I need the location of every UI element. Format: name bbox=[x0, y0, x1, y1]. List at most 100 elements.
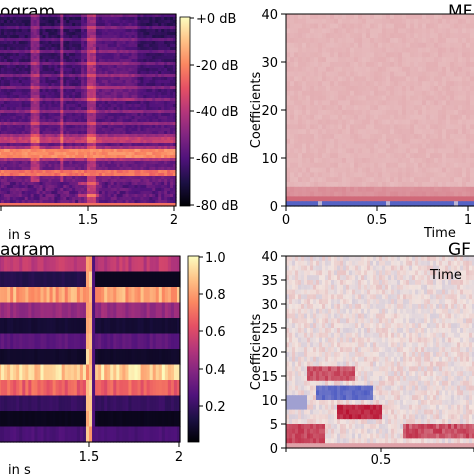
heatmap-cell bbox=[9, 65, 14, 69]
heatmap-cell bbox=[81, 134, 85, 138]
heatmap-cell bbox=[89, 158, 94, 162]
heatmap-cell bbox=[140, 14, 144, 18]
heatmap-cell bbox=[113, 71, 118, 75]
heatmap-cell bbox=[164, 137, 168, 141]
heatmap-cell bbox=[104, 110, 109, 114]
heatmap-cell bbox=[36, 134, 41, 138]
heatmap-cell bbox=[98, 119, 103, 123]
heatmap-cell bbox=[63, 185, 67, 189]
heatmap-cell bbox=[48, 41, 52, 45]
heatmap-cell bbox=[9, 131, 14, 135]
heatmap-cell bbox=[298, 33, 303, 39]
heatmap-cell bbox=[338, 52, 343, 58]
heatmap-cell bbox=[122, 161, 127, 165]
heatmap-cell bbox=[314, 100, 319, 106]
heatmap-cell bbox=[149, 77, 153, 81]
heatmap-cell bbox=[72, 80, 76, 84]
heatmap-cell bbox=[15, 113, 20, 117]
heatmap-cell bbox=[466, 119, 471, 125]
heatmap-cell bbox=[125, 119, 130, 123]
heatmap-cell bbox=[36, 74, 41, 78]
heatmap-cell bbox=[45, 152, 50, 156]
heatmap-cell bbox=[3, 176, 8, 180]
heatmap-cell bbox=[146, 158, 150, 162]
heatmap-cell bbox=[98, 134, 103, 138]
heatmap-cell bbox=[30, 77, 35, 81]
heatmap-cell bbox=[3, 137, 8, 141]
heatmap-cell bbox=[39, 23, 44, 27]
heatmap-cell bbox=[140, 53, 144, 57]
heatmap-cell bbox=[36, 89, 41, 93]
heatmap-cell bbox=[170, 35, 174, 39]
heatmap-cell bbox=[33, 65, 38, 69]
heatmap-cell bbox=[104, 56, 109, 60]
heatmap-cell bbox=[15, 185, 20, 189]
heatmap-cell bbox=[84, 59, 88, 63]
heatmap-cell bbox=[158, 119, 162, 123]
heatmap-cell bbox=[54, 35, 58, 39]
heatmap-cell bbox=[39, 44, 44, 48]
heatmap-cell bbox=[101, 173, 106, 177]
heatmap-cell bbox=[81, 20, 85, 24]
heatmap-cell bbox=[119, 140, 124, 144]
heatmap-cell bbox=[15, 176, 20, 180]
heatmap-cell bbox=[92, 50, 97, 54]
heatmap-cell bbox=[119, 161, 124, 165]
heatmap-cell bbox=[78, 200, 82, 204]
heatmap-cell bbox=[33, 98, 38, 102]
heatmap-cell bbox=[9, 14, 14, 18]
heatmap-cell bbox=[125, 173, 130, 177]
heatmap-cell bbox=[122, 92, 127, 96]
heatmap-cell bbox=[134, 89, 139, 93]
heatmap-cell bbox=[161, 185, 165, 189]
heatmap-cell bbox=[45, 104, 50, 108]
heatmap-cell bbox=[6, 173, 11, 177]
heatmap-cell bbox=[161, 101, 165, 105]
heatmap-cell bbox=[131, 164, 136, 168]
heatmap-cell bbox=[3, 200, 8, 204]
heatmap-cell bbox=[113, 149, 118, 153]
heatmap-cell bbox=[51, 35, 55, 39]
heatmap-cell bbox=[342, 23, 347, 29]
heatmap-cell bbox=[458, 81, 463, 87]
heatmap-cell bbox=[39, 17, 44, 21]
heatmap-cell bbox=[110, 179, 115, 183]
heatmap-cell bbox=[128, 62, 133, 66]
heatmap-cell bbox=[134, 95, 139, 99]
heatmap-cell bbox=[69, 113, 73, 117]
heatmap-cell bbox=[152, 32, 156, 36]
heatmap-cell bbox=[294, 23, 299, 29]
heatmap-cell bbox=[63, 137, 67, 141]
heatmap-cell bbox=[30, 167, 35, 171]
heatmap-cell bbox=[42, 26, 47, 30]
heatmap-cell bbox=[63, 47, 67, 51]
heatmap-cell bbox=[45, 194, 50, 198]
heatmap-cell bbox=[107, 140, 112, 144]
heatmap-cell bbox=[116, 47, 121, 51]
heatmap-cell bbox=[164, 170, 168, 174]
heatmap-cell bbox=[66, 125, 70, 129]
heatmap-cell bbox=[89, 161, 94, 165]
heatmap-cell bbox=[78, 17, 82, 21]
heatmap-cell bbox=[6, 62, 11, 66]
heatmap-cell bbox=[173, 146, 177, 150]
heatmap-cell bbox=[60, 47, 64, 51]
heatmap-cell bbox=[27, 101, 32, 105]
heatmap-cell bbox=[21, 173, 26, 177]
heatmap-cell bbox=[450, 119, 455, 125]
heatmap-cell bbox=[298, 95, 303, 101]
heatmap-cell bbox=[27, 29, 32, 33]
heatmap-cell bbox=[422, 18, 427, 25]
heatmap-cell bbox=[458, 57, 463, 63]
heatmap-cell bbox=[63, 125, 67, 129]
heatmap-cell bbox=[466, 47, 471, 53]
heatmap-cell bbox=[378, 28, 383, 34]
heatmap-cell bbox=[104, 137, 109, 141]
heatmap-cell bbox=[107, 197, 112, 201]
heatmap-cell bbox=[458, 47, 463, 53]
heatmap-cell bbox=[170, 47, 174, 51]
heatmap-cell bbox=[434, 90, 439, 97]
heatmap-cell bbox=[107, 95, 112, 99]
heatmap-cell bbox=[78, 185, 82, 189]
heatmap-cell bbox=[418, 71, 423, 77]
